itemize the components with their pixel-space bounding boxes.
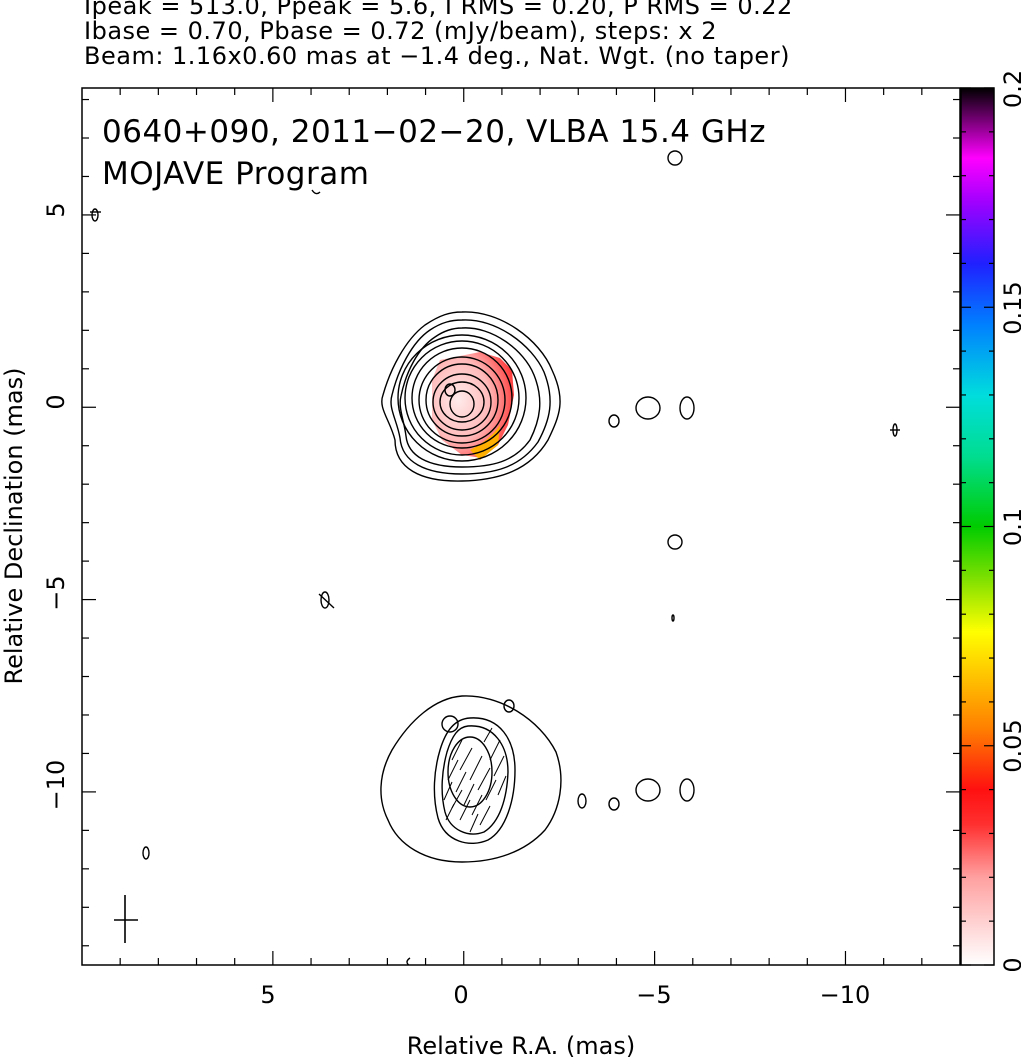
plot-frame	[81, 87, 961, 966]
y-tick-label: 5	[42, 202, 70, 217]
x-tick-label: −5	[636, 981, 671, 1009]
x-tick-label: 0	[453, 981, 468, 1009]
polarization-vectors	[443, 727, 507, 833]
colorbar-tick-label: 0	[999, 957, 1021, 972]
colorbar-tick-labels: 0 0.05 0.1 0.15 0.2	[999, 70, 1021, 973]
x-tick-labels: 5 0 −5 −10	[260, 981, 870, 1009]
colorbar-tick-label: 0.1	[999, 508, 1021, 546]
header-line-3: Beam: 1.16x0.60 mas at −1.4 deg., Nat. W…	[84, 42, 790, 70]
y-tick-labels: 5 0 −5 −10	[42, 202, 70, 810]
chart-subtitle: MOJAVE Program	[102, 156, 369, 192]
y-tick-label: −10	[42, 760, 70, 811]
axis-ticks	[82, 88, 960, 965]
colorbar-tick-label: 0.15	[999, 281, 1021, 334]
y-tick-label: −5	[42, 575, 70, 610]
header-line-2: Ibase = 0.70, Pbase = 0.72 (mJy/beam), s…	[84, 17, 718, 45]
x-axis-label: Relative R.A. (mas)	[407, 1032, 635, 1060]
polarization-patch	[432, 352, 514, 458]
header-line-1: Ipeak = 513.0, Ppeak = 5.6, I RMS = 0.20…	[84, 0, 793, 20]
colorbar-tick-label: 0.05	[999, 719, 1021, 772]
y-axis-label: Relative Declination (mas)	[0, 367, 28, 684]
core-contours	[381, 311, 561, 482]
noise-contour-ticks	[90, 211, 900, 609]
colorbar-tick-label: 0.2	[999, 70, 1021, 108]
plot-header: Ipeak = 513.0, Ppeak = 5.6, I RMS = 0.20…	[84, 0, 1014, 69]
y-tick-label: 0	[42, 394, 70, 409]
noise-contours	[91, 150, 898, 965]
x-tick-label: −10	[820, 981, 871, 1009]
southern-component-contours	[380, 695, 562, 863]
beam-marker	[114, 895, 138, 943]
colorbar-ticks	[961, 87, 994, 966]
chart-title: 0640+090, 2011−02−20, VLBA 15.4 GHz	[102, 114, 766, 150]
x-tick-label: 5	[260, 981, 275, 1009]
